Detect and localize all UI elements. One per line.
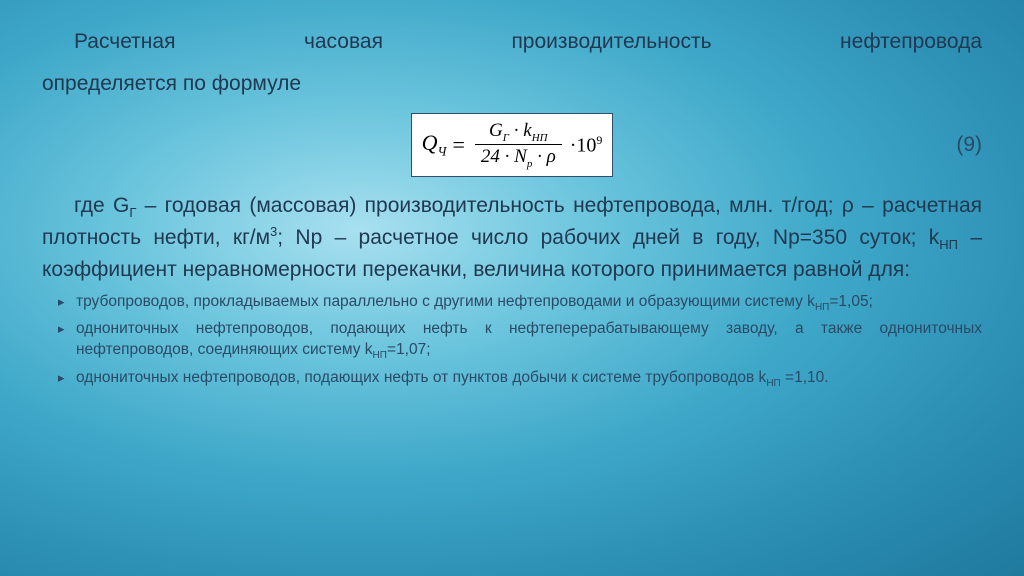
formula-tail: ·109 — [570, 133, 603, 158]
equation-number: (9) — [956, 133, 982, 157]
formula-lhs-symbol: Q — [422, 130, 438, 155]
list-item: трубопроводов, прокладываемых параллельн… — [76, 292, 982, 315]
formula-denominator: 24 · Np · ρ — [475, 146, 562, 170]
formula-lhs: QЧ — [422, 130, 447, 159]
formula-equals: = — [452, 132, 464, 158]
list-item: однониточных нефтепроводов, подающих неф… — [76, 319, 982, 363]
formula-numerator: GГ · kНП — [483, 120, 554, 144]
formula-row: QЧ = GГ · kНП 24 · Np · ρ ·109 (9) — [42, 113, 982, 178]
formula-fraction-bar — [475, 144, 562, 145]
intro-line-1: Расчетная часовая производительность неф… — [42, 28, 982, 56]
where-paragraph: где GГ – годовая (массовая) производител… — [42, 191, 982, 286]
bullet-list: трубопроводов, прокладываемых параллельн… — [42, 292, 982, 391]
formula-fraction: GГ · kНП 24 · Np · ρ — [475, 120, 562, 171]
intro-line-2: определяется по формуле — [42, 70, 982, 98]
formula-box: QЧ = GГ · kНП 24 · Np · ρ ·109 — [411, 113, 614, 178]
list-item: однониточных нефтепроводов, подающих неф… — [76, 368, 982, 391]
formula-lhs-sub: Ч — [438, 144, 447, 159]
